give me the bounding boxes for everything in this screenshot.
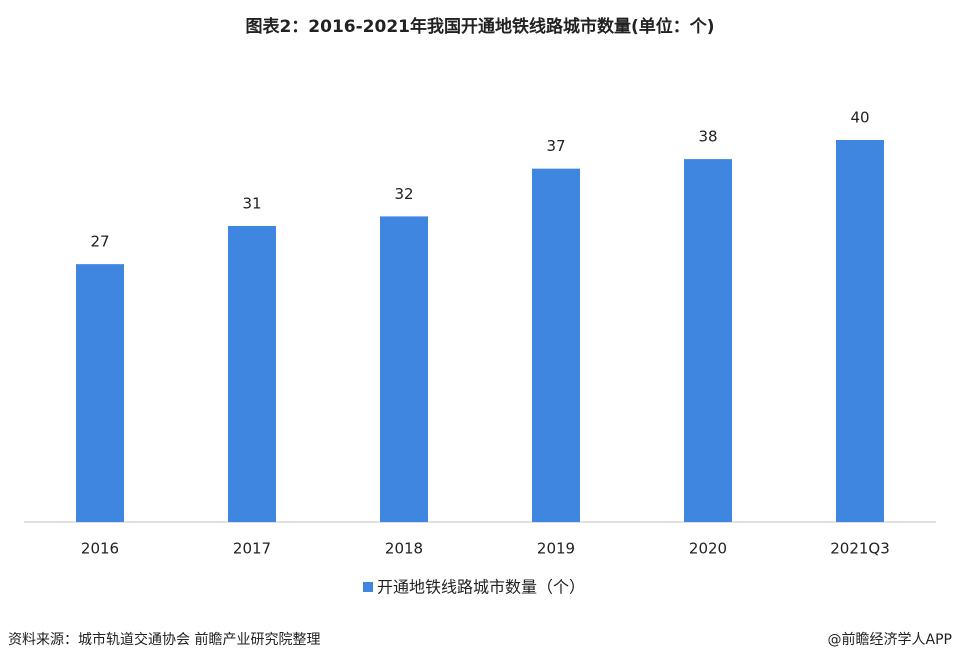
legend-swatch	[363, 582, 373, 592]
source-note: 资料来源：城市轨道交通协会 前瞻产业研究院整理	[8, 631, 320, 648]
bar	[684, 159, 732, 522]
data-label: 40	[850, 109, 869, 127]
bar	[836, 140, 884, 522]
bar	[532, 168, 580, 522]
data-label: 31	[242, 194, 261, 212]
x-tick-label: 2021Q3	[830, 540, 890, 558]
legend-label: 开通地铁线路城市数量（个）	[377, 578, 585, 597]
credit: @前瞻经济学人APP	[828, 631, 952, 648]
data-label: 38	[698, 128, 717, 146]
bar	[76, 264, 124, 522]
data-label: 32	[394, 185, 413, 203]
x-tick-label: 2016	[81, 540, 119, 558]
chart-title: 图表2：2016-2021年我国开通地铁线路城市数量(单位：个)	[245, 16, 714, 37]
x-tick-label: 2020	[689, 540, 727, 558]
bar	[380, 216, 428, 522]
x-tick-label: 2017	[233, 540, 271, 558]
data-label: 37	[546, 137, 565, 155]
bar	[228, 225, 276, 522]
x-tick-label: 2018	[385, 540, 423, 558]
data-label: 27	[90, 233, 109, 251]
x-tick-label: 2019	[537, 540, 575, 558]
